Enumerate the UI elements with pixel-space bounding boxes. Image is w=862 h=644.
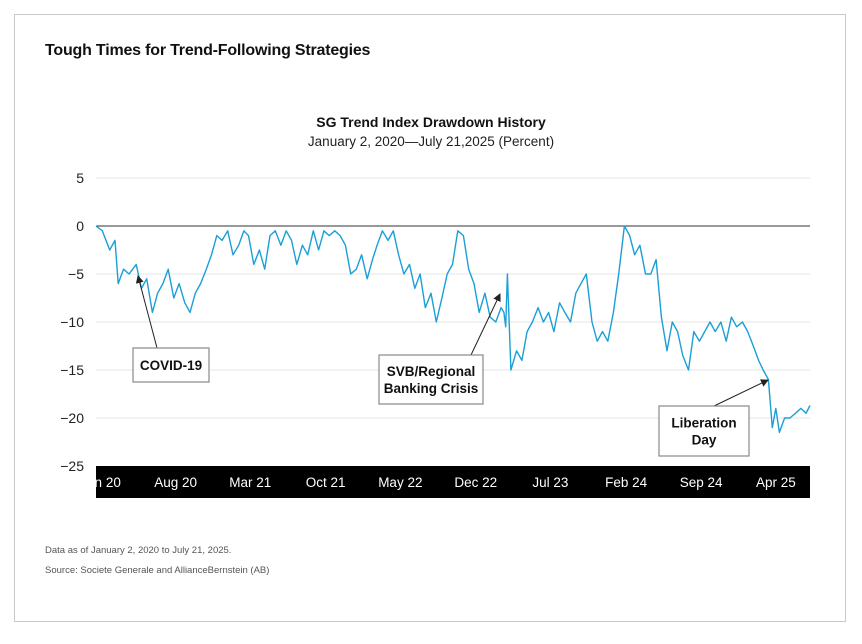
annotation-covid-19: COVID-19 bbox=[132, 275, 210, 383]
y-tick-label: −20 bbox=[60, 410, 84, 426]
y-tick-label: −25 bbox=[60, 458, 84, 474]
y-tick-label: 5 bbox=[76, 170, 84, 186]
annotation-liberation-day: Liberation Day bbox=[658, 379, 769, 457]
annotation-box bbox=[378, 354, 484, 405]
x-tick-label: Feb 24 bbox=[605, 475, 648, 490]
footnote-data-range: Data as of January 2, 2020 to July 21, 2… bbox=[45, 545, 232, 556]
y-axis-ticks: 5 0 −5 −10 −15 −20 −25 bbox=[60, 170, 84, 474]
x-axis-band bbox=[96, 466, 810, 498]
chart-subtitle: January 2, 2020—July 21,2025 (Percent) bbox=[307, 134, 555, 149]
y-tick-label: −15 bbox=[60, 362, 84, 378]
x-tick-label: Mar 21 bbox=[229, 475, 271, 490]
annotation-arrow bbox=[470, 293, 501, 356]
annotation-box bbox=[132, 347, 210, 383]
annotation-label: Day bbox=[692, 433, 717, 448]
annotation-svb-regional-banking-crisis: SVB/Regional Banking Crisis bbox=[378, 293, 501, 405]
x-tick-label: Jul 23 bbox=[532, 475, 568, 490]
annotation-arrow bbox=[713, 379, 769, 407]
annotation-label: Liberation bbox=[671, 416, 736, 431]
y-tick-label: 0 bbox=[76, 218, 84, 234]
footnote-source: Source: Societe Generale and AllianceBer… bbox=[45, 565, 270, 576]
x-tick-label: Oct 21 bbox=[306, 475, 346, 490]
annotations: COVID-19 SVB/Regional Banking Crisis Libera… bbox=[132, 275, 769, 457]
annotation-arrow bbox=[135, 275, 158, 349]
x-tick-label: Sep 24 bbox=[680, 475, 723, 490]
series-line-sg-trend-drawdown bbox=[95, 225, 811, 434]
x-axis-ticks: Jan 20 Aug 20 Mar 21 Oct 21 May 22 Dec 22 Jul … bbox=[80, 475, 795, 490]
annotation-label: SVB/Regional bbox=[387, 364, 476, 379]
annotation-label: Banking Crisis bbox=[384, 381, 479, 396]
series-layer bbox=[95, 225, 811, 434]
x-tick-label: Apr 25 bbox=[756, 475, 796, 490]
figure-frame bbox=[14, 14, 846, 622]
x-tick-label: Aug 20 bbox=[154, 475, 197, 490]
y-tick-label: −5 bbox=[68, 266, 84, 282]
figure-heading: Tough Times for Trend-Following Strategi… bbox=[45, 42, 371, 59]
x-tick-label: Jan 20 bbox=[80, 475, 121, 490]
chart-title: SG Trend Index Drawdown History bbox=[316, 114, 546, 130]
x-tick-label: Dec 22 bbox=[454, 475, 497, 490]
y-tick-label: −10 bbox=[60, 314, 84, 330]
x-tick-label: May 22 bbox=[378, 475, 422, 490]
annotation-label: COVID-19 bbox=[140, 358, 202, 373]
annotation-box bbox=[658, 405, 750, 457]
